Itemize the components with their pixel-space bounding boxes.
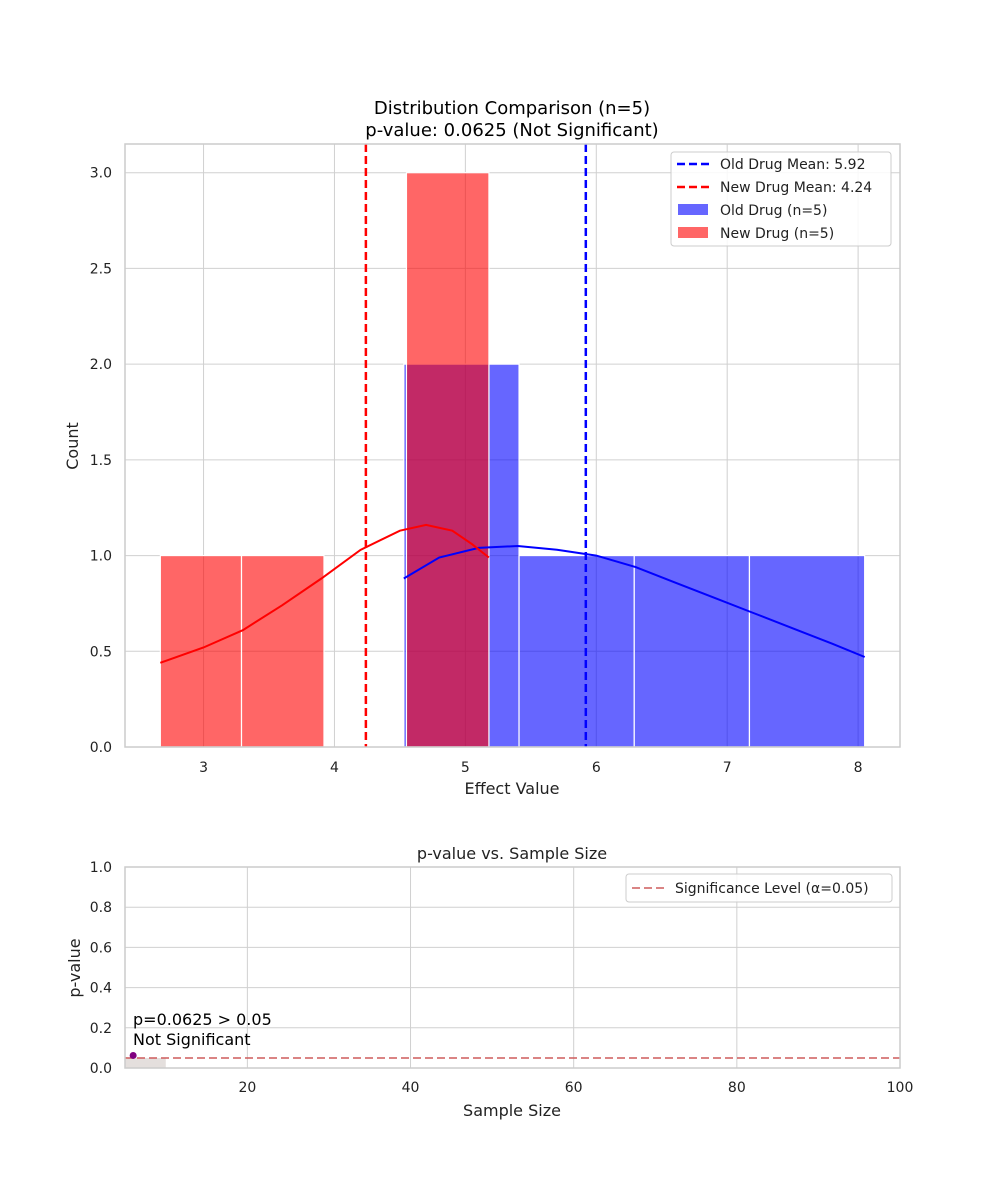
pvalue-x-axis-label: Sample Size (463, 1101, 561, 1120)
pvalue-x-tick-label: 40 (402, 1080, 420, 1096)
dist-x-tick-label: 8 (854, 760, 863, 776)
pvalue-y-tick-label: 0.6 (90, 940, 112, 956)
dist-y-tick-label: 0.0 (90, 740, 112, 756)
pvalue-shaded-region (125, 1057, 166, 1068)
dist-y-tick-label: 2.5 (90, 261, 112, 277)
pvalue-x-tick-label: 80 (728, 1080, 746, 1096)
distribution-chart: Distribution Comparison (n=5) p-value: 0… (63, 98, 901, 798)
pvalue-legend-box (625, 873, 893, 903)
pvalue-annotation-line2: Not Significant (133, 1030, 251, 1049)
pvalue-x-tick-label: 20 (238, 1080, 256, 1096)
non-significant-region (125, 1057, 166, 1068)
pvalue-plot-frame (124, 866, 901, 1069)
pvalue-y-tick-label: 0.4 (90, 981, 112, 997)
legend-threshold-label: Significance Level (α=0.05) (675, 881, 869, 897)
pvalue-points (129, 1051, 137, 1059)
new-drug-bar (240, 554, 325, 748)
pvalue-y-tick-label: 0.0 (90, 1061, 112, 1077)
pvalue-x-tick-label: 60 (565, 1080, 583, 1096)
pvalue-x-tick-label: 100 (887, 1080, 914, 1096)
dist-legend: Old Drug Mean: 5.92 New Drug Mean: 4.24 … (670, 151, 892, 247)
legend-old-drug-label: Old Drug (n=5) (720, 203, 827, 219)
pvalue-y-tick-label: 1.0 (90, 860, 112, 876)
pvalue-point (129, 1051, 137, 1059)
old-drug-bar (633, 554, 751, 748)
dist-y-axis-label: Count (63, 422, 82, 470)
dist-y-tick-label: 3.0 (90, 166, 112, 182)
dist-tick-labels: 3 4 5 6 7 8 0.0 0.5 1.0 1.5 2.0 2.5 3.0 (90, 166, 863, 776)
legend-new-mean-label: New Drug Mean: 4.24 (720, 180, 872, 196)
new-drug-bar (159, 554, 243, 748)
dist-x-tick-label: 3 (199, 760, 208, 776)
pvalue-legend: Significance Level (α=0.05) (625, 873, 893, 903)
dist-title-line2: p-value: 0.0625 (Not Significant) (365, 120, 658, 141)
dist-x-tick-label: 5 (461, 760, 470, 776)
dist-mean-lines (364, 144, 588, 747)
old-drug-kde-line (403, 544, 866, 658)
legend-new-drug-swatch (678, 227, 708, 238)
pvalue-title: p-value vs. Sample Size (417, 844, 607, 863)
pvalue-tick-labels: 20 40 60 80 100 0.0 0.2 0.4 0.6 0.8 1.0 (90, 860, 914, 1096)
pvalue-y-axis-label: p-value (65, 938, 84, 997)
pvalue-annotation-line1: p=0.0625 > 0.05 (133, 1010, 272, 1029)
dist-y-tick-label: 1.0 (90, 549, 112, 565)
legend-new-drug-label: New Drug (n=5) (720, 226, 834, 242)
dist-y-tick-label: 2.0 (90, 357, 112, 373)
pvalue-y-tick-label: 0.2 (90, 1021, 112, 1037)
dist-x-tick-label: 7 (723, 760, 732, 776)
dist-x-axis-label: Effect Value (464, 779, 559, 798)
dist-kde-curves (159, 523, 866, 664)
dist-x-tick-label: 4 (330, 760, 339, 776)
old-drug-bar (748, 554, 866, 748)
pvalue-y-tick-label: 0.8 (90, 900, 112, 916)
dist-plot-frame (124, 143, 901, 748)
new-drug-bar (405, 172, 490, 748)
legend-old-drug-swatch (678, 204, 708, 215)
dist-y-tick-label: 0.5 (90, 644, 112, 660)
legend-old-mean-label: Old Drug Mean: 5.92 (720, 157, 865, 173)
pvalue-chart: p-value vs. Sample Size 20 40 60 80 100 0.0 0.… (65, 844, 913, 1120)
dist-y-tick-label: 1.5 (90, 453, 112, 469)
dist-legend-box (670, 151, 892, 247)
new-drug-kde-line (159, 523, 490, 664)
dist-title-line1: Distribution Comparison (n=5) (374, 98, 650, 119)
dist-bars (159, 172, 866, 748)
dist-x-tick-label: 6 (592, 760, 601, 776)
old-drug-bar (518, 554, 635, 748)
